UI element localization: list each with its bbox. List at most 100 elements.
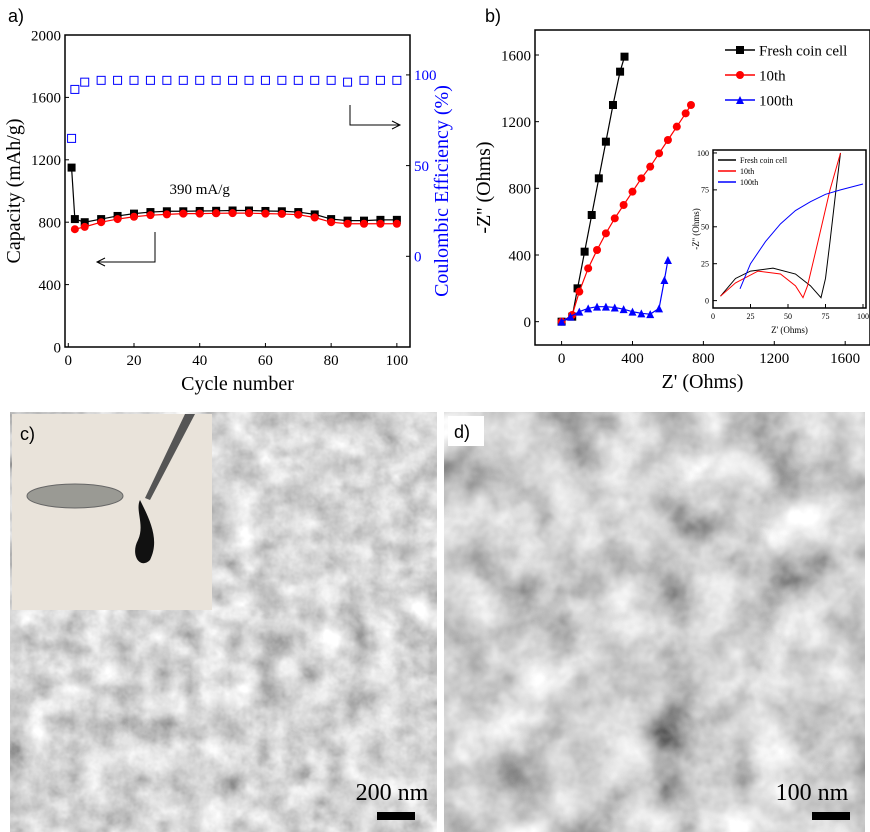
- marker: [360, 76, 368, 84]
- x-tick-label: 800: [692, 351, 715, 367]
- marker: [376, 76, 384, 84]
- marker: [575, 308, 583, 316]
- photo-inset: [12, 414, 212, 610]
- marker: [229, 76, 237, 84]
- marker: [130, 213, 138, 221]
- x-axis-label: Cycle number: [181, 373, 294, 395]
- marker: [114, 76, 122, 84]
- y-axis-label: Capacity (mAh/g): [3, 119, 25, 264]
- marker: [616, 68, 624, 76]
- x-tick-label: 60: [258, 353, 273, 369]
- marker: [660, 276, 668, 284]
- x-tick-label: 20: [127, 353, 142, 369]
- legend-label: 100th: [740, 178, 758, 187]
- y-tick-label: 400: [509, 248, 532, 264]
- marker: [584, 264, 592, 272]
- arrow: [97, 232, 155, 266]
- marker: [655, 149, 663, 157]
- marker: [655, 304, 663, 312]
- y2-axis-label: Coulombic Efficiency (%): [431, 85, 453, 297]
- marker: [81, 223, 89, 231]
- arrow: [350, 105, 400, 129]
- x-tick-label: 50: [784, 312, 792, 321]
- x-tick-label: 1600: [830, 351, 860, 367]
- marker: [595, 174, 603, 182]
- y-tick-label: 100: [697, 149, 709, 158]
- marker: [611, 214, 619, 222]
- y-tick-label: 0: [54, 340, 62, 356]
- y-axis-label: -Z'' (Ohms): [473, 141, 495, 233]
- x-tick-label: 0: [65, 353, 73, 369]
- marker: [376, 220, 384, 228]
- marker: [327, 218, 335, 226]
- marker: [179, 210, 187, 218]
- marker: [673, 123, 681, 131]
- y-tick-label: 25: [701, 260, 709, 269]
- y-tick-label: 1600: [501, 48, 531, 64]
- x-tick-label: 400: [621, 351, 644, 367]
- y-tick-label: 400: [39, 278, 62, 294]
- marker: [602, 229, 610, 237]
- x-axis-label: Z' (Ohms): [662, 371, 744, 393]
- marker: [646, 163, 654, 171]
- x-tick-label: 100: [386, 353, 409, 369]
- y-tick-label: 0: [705, 296, 709, 305]
- marker: [393, 76, 401, 84]
- marker: [393, 220, 401, 228]
- marker: [71, 85, 79, 93]
- x-tick-label: 0: [711, 312, 715, 321]
- legend-label: 100th: [759, 93, 794, 109]
- legend-label: Fresh coin cell: [759, 43, 847, 59]
- marker: [575, 288, 583, 296]
- panel-label: b): [485, 6, 501, 26]
- y2-tick-label: 0: [414, 250, 422, 266]
- marker: [602, 138, 610, 146]
- series-line: [72, 80, 397, 138]
- plot-frame: [713, 150, 866, 308]
- marker: [163, 76, 171, 84]
- x-tick-label: 1200: [759, 351, 789, 367]
- marker: [196, 210, 204, 218]
- marker: [687, 101, 695, 109]
- x-tick-label: 40: [192, 353, 207, 369]
- marker: [146, 76, 154, 84]
- y-tick-label: 1200: [501, 115, 531, 131]
- y-tick-label: 75: [701, 186, 709, 195]
- marker: [664, 136, 672, 144]
- y2-tick-label: 100: [414, 68, 437, 84]
- marker: [344, 78, 352, 86]
- marker: [163, 210, 171, 218]
- marker: [621, 53, 629, 61]
- x-tick-label: 75: [822, 312, 830, 321]
- marker: [682, 109, 690, 117]
- chart: 02550751000255075100Z' (Ohms)-Z'' (Ohms)…: [691, 149, 869, 335]
- marker: [68, 134, 76, 142]
- marker: [229, 209, 237, 217]
- y-tick-label: 2000: [31, 28, 61, 44]
- marker: [609, 101, 617, 109]
- panel-c: c) 200 nm: [10, 412, 437, 832]
- marker: [130, 76, 138, 84]
- y-tick-label: 800: [39, 215, 62, 231]
- marker: [294, 76, 302, 84]
- coin: [27, 484, 123, 508]
- marker: [146, 211, 154, 219]
- x-tick-label: 25: [747, 312, 755, 321]
- marker: [71, 225, 79, 233]
- marker: [294, 211, 302, 219]
- marker: [360, 220, 368, 228]
- marker: [593, 246, 601, 254]
- marker: [278, 210, 286, 218]
- marker: [620, 201, 628, 209]
- figure: c) 200 nm d) 100 nm 02040608010004008001…: [0, 0, 870, 832]
- y-axis-label: -Z'' (Ohms): [691, 208, 701, 249]
- panel-label: a): [8, 6, 24, 26]
- y-tick-label: 0: [524, 315, 532, 331]
- marker: [97, 76, 105, 84]
- marker: [664, 256, 672, 264]
- panel-label: d): [454, 422, 470, 442]
- marker: [637, 174, 645, 182]
- legend-label: Fresh coin cell: [740, 156, 788, 165]
- marker: [344, 220, 352, 228]
